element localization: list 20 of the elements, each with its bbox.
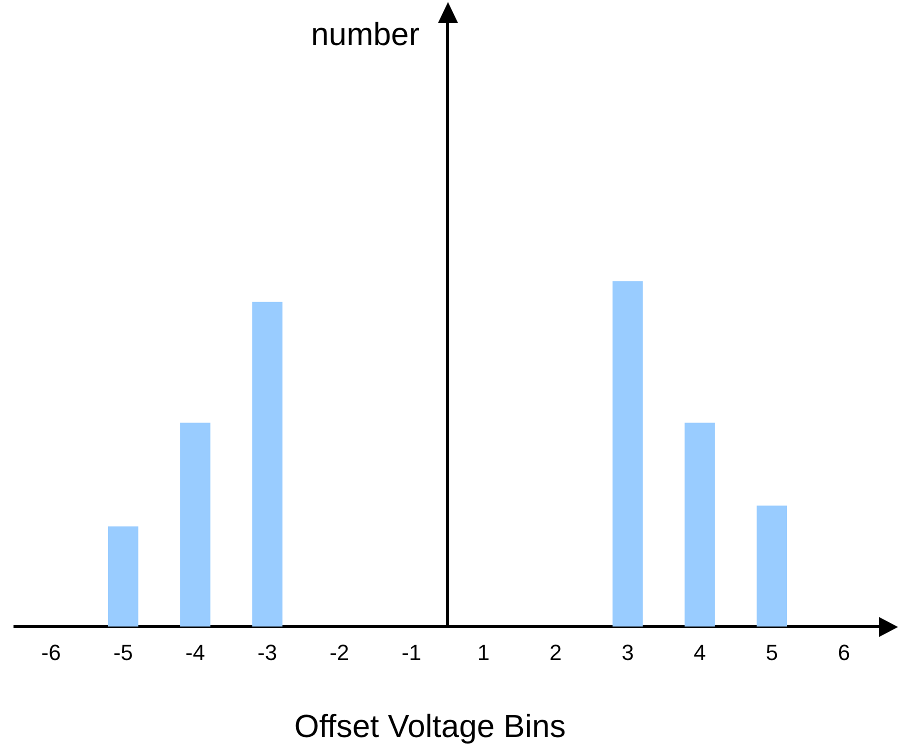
x-tick-label: -4 xyxy=(185,640,205,665)
bar xyxy=(252,302,282,627)
bar xyxy=(684,422,715,627)
x-tick-label: -2 xyxy=(330,640,350,665)
x-tick-label: -3 xyxy=(258,640,278,665)
x-tick-label: 4 xyxy=(694,640,706,665)
x-tick-label: -5 xyxy=(113,640,133,665)
text: number xyxy=(311,16,420,53)
x-tick-label: 6 xyxy=(838,640,850,665)
x-tick-label: 5 xyxy=(766,640,778,665)
x-axis-title: Offset Voltage Bins xyxy=(294,708,566,744)
x-tick-label: 1 xyxy=(477,640,490,665)
x-tick-label: 3 xyxy=(622,640,634,665)
x-tick-label: 2 xyxy=(550,640,562,665)
bar xyxy=(612,281,643,627)
bar xyxy=(180,422,210,627)
bar xyxy=(756,506,788,627)
x-tick-label: -6 xyxy=(41,640,61,665)
x-tick-label: -1 xyxy=(402,640,422,665)
bar xyxy=(108,526,138,627)
